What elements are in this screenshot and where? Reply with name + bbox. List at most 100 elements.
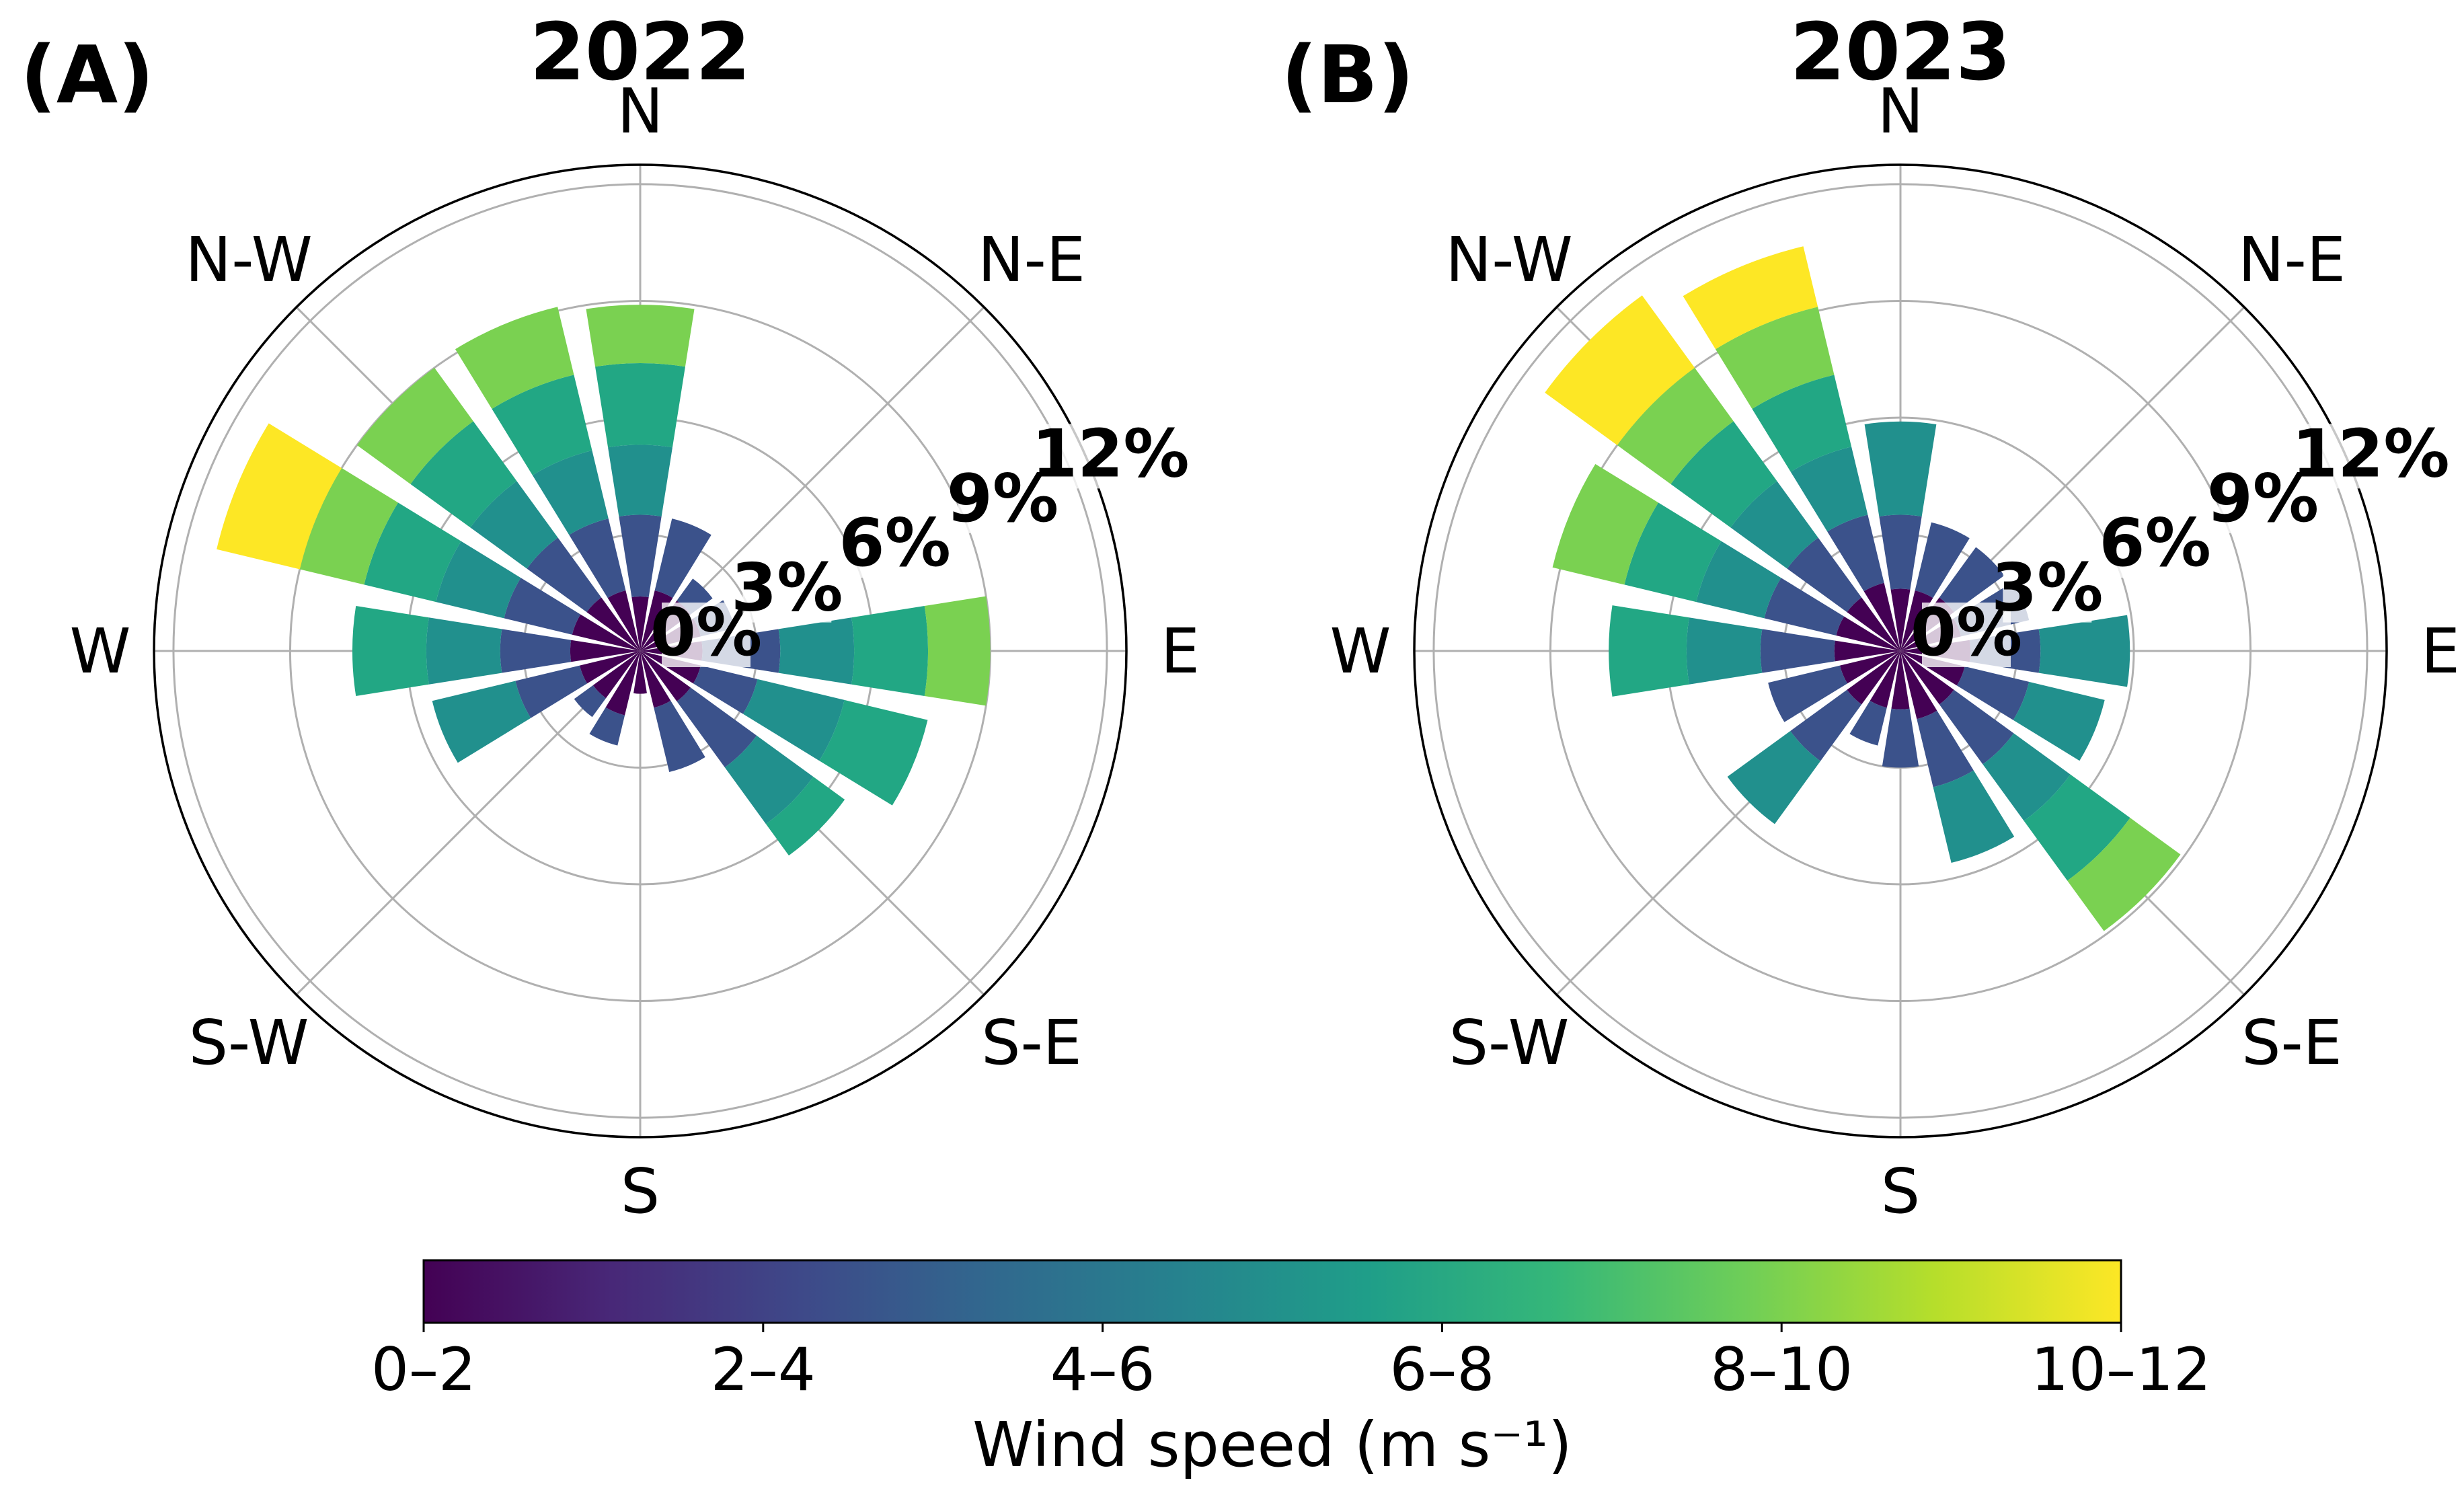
direction-labels: N N-E E S-E S S-W W N-W: [1330, 75, 2461, 1227]
radial-tick-label-backing: [850, 513, 939, 578]
wind-bar-segment: [1764, 578, 1845, 636]
wind-bar-segment: [1787, 537, 1862, 613]
wind-bar-segment: [1609, 605, 1689, 697]
radial-tick-label: 3%: [731, 550, 843, 627]
wind-bar-segment: [217, 423, 342, 570]
wind-bar-segment: [1827, 514, 1884, 592]
wind-bar-segment: [1879, 514, 1922, 590]
radial-tick-label: 9%: [947, 461, 1058, 537]
wind-bar-segment: [436, 541, 521, 619]
wind-rose-panel-b: (B) 2023 N N-E E S-E S S-W W N-W 0%3%6%9%12%: [1281, 5, 2460, 1227]
radial-tick-label-backing: [1046, 424, 1175, 489]
radial-tick-label: 6%: [2099, 505, 2210, 582]
wind-bar-segment: [356, 367, 473, 484]
colorbar-tick-label: 8–10: [1710, 1335, 1853, 1404]
direction-label: N-E: [2238, 224, 2346, 296]
wind-bars: [1545, 246, 2181, 931]
wind-bar-segment: [1900, 651, 1954, 705]
colorbar-tick-label: 10–12: [2031, 1335, 2211, 1404]
wind-rose-panel-a: (A) 2022 N N-E E S-E S S-W W N-W 0%3%6%9%12%: [20, 5, 1200, 1227]
radial-tick-labels: 0%3%6%9%12%: [650, 416, 1190, 671]
wind-bar-segment: [1686, 617, 1763, 685]
wind-bar-segment: [1617, 367, 1734, 484]
wind-bar-segment: [1982, 733, 2071, 821]
wind-bar-segment: [1891, 651, 1910, 709]
wind-bar-segment: [1939, 689, 2014, 765]
outer-ring: [153, 163, 1128, 1139]
radial-tick-label-backing: [2218, 468, 2307, 533]
wind-bar-segment: [693, 665, 758, 714]
wind-bar-segment: [580, 651, 640, 684]
wind-bar-segment: [592, 651, 640, 699]
colorbar-tick-label: 2–4: [711, 1335, 816, 1404]
wind-bar-segment: [570, 640, 640, 662]
wind-bar-segment: [742, 679, 845, 761]
wind-bar-segment: [1863, 582, 1900, 651]
wind-bar-segment: [572, 614, 640, 651]
wind-bar-segment: [1956, 666, 2030, 720]
wind-bar-segment: [1696, 541, 1781, 619]
wind-bar-segment: [924, 596, 991, 706]
radial-tick-label-backing: [1922, 603, 2011, 667]
direction-label: W: [70, 615, 131, 687]
direction-label: N-W: [185, 224, 312, 296]
radial-tick-labels: 0%3%6%9%12%: [1911, 416, 2450, 671]
wind-bar-segment: [1890, 588, 1911, 651]
wind-bar-segment: [605, 651, 640, 716]
wind-bar-segment: [851, 606, 929, 696]
wind-bar-segment: [619, 514, 662, 598]
wind-bar-segment: [724, 735, 814, 824]
direction-label: S: [1881, 1155, 1920, 1227]
colorbar-ticks: 0–2 2–4 4–6 6–8 8–10 10–12: [371, 1323, 2211, 1404]
wind-bar-segment: [1552, 463, 1658, 585]
wind-bar-segment: [2038, 615, 2130, 687]
wind-bar-segment: [1840, 651, 1900, 684]
wind-bar-segment: [1933, 770, 2015, 863]
wind-bar-segment: [1545, 295, 1695, 446]
wind-bar-segment: [1730, 481, 1818, 569]
wind-bar-segment: [1727, 730, 1821, 824]
direction-label: S-W: [1449, 1007, 1570, 1079]
wind-bar-segment: [1760, 629, 1835, 673]
direction-label: W: [1330, 615, 1391, 687]
wind-bar-segment: [1683, 246, 1818, 350]
wind-bar-segment: [504, 578, 581, 635]
direction-label: E: [2421, 615, 2460, 687]
wind-bar-segment: [1847, 651, 1900, 705]
panel-title: 2023: [1790, 5, 2011, 98]
direction-labels: N N-E E S-E S S-W W N-W: [70, 75, 1200, 1227]
wind-bar-segment: [2067, 818, 2181, 931]
wind-bar-segment: [640, 651, 691, 701]
wind-bar-segment: [1836, 616, 1900, 651]
wind-bars: [217, 305, 991, 856]
radial-tick-label-backing: [742, 557, 832, 623]
wind-bar-segment: [640, 651, 671, 708]
wind-bar-segment: [631, 596, 649, 651]
wind-bar-segment: [1900, 651, 1937, 720]
wind-bar-segment: [492, 375, 592, 475]
wind-bar-segment: [1752, 375, 1852, 472]
wind-bar-segment: [470, 481, 558, 569]
wind-bar-segment: [819, 699, 928, 806]
wind-bar-segment: [607, 590, 640, 651]
wind-bar-segment: [2013, 681, 2105, 761]
wind-bar-segment: [1768, 665, 1848, 722]
wind-bar-segment: [532, 450, 609, 535]
radial-tick-label: 6%: [839, 505, 950, 582]
wind-bar-segment: [1882, 708, 1919, 768]
wind-bar-segment: [500, 629, 572, 673]
radial-tick-label-backing: [662, 603, 750, 667]
colorbar-tick-label: 0–2: [371, 1335, 476, 1404]
wind-bar-segment: [1939, 547, 2005, 613]
wind-bar-segment: [608, 445, 672, 517]
wind-bar-segment: [1790, 689, 1862, 761]
wind-bar-segment: [352, 606, 429, 696]
panel-title: 2022: [530, 5, 750, 98]
direction-label: N-W: [1445, 224, 1572, 296]
wind-bar-segment: [1790, 447, 1868, 532]
radial-tick-label-backing: [2003, 557, 2092, 623]
wind-bar-segment: [654, 518, 711, 599]
wind-bar-segment: [1624, 502, 1722, 603]
colorbar-tick-label: 4–6: [1050, 1335, 1155, 1404]
